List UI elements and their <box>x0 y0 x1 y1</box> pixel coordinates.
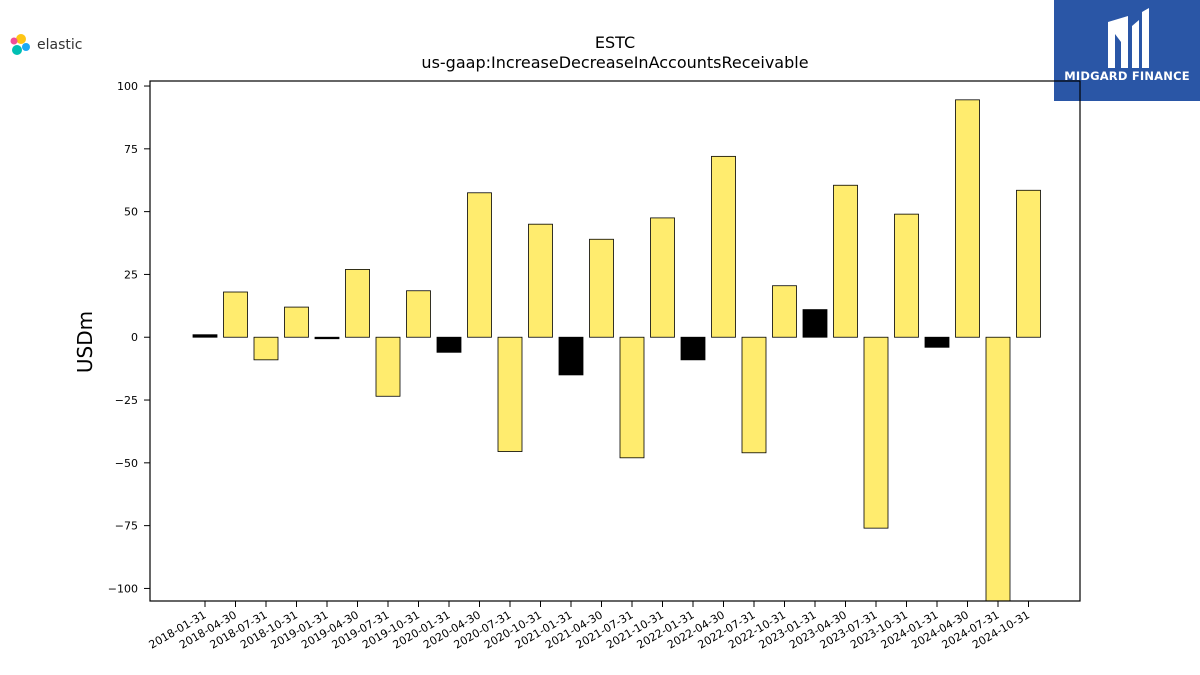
bar-2018-07-31 <box>253 336 279 361</box>
bars-group <box>192 99 1041 602</box>
bar-2021-01-31 <box>558 336 584 376</box>
bar-2022-04-30 <box>711 155 736 338</box>
bar-2024-01-31 <box>924 336 950 348</box>
bar-2020-04-30 <box>467 192 492 338</box>
bar-2021-10-31 <box>650 217 675 338</box>
bar-2022-10-31 <box>772 285 797 338</box>
bar-2022-01-31 <box>680 336 706 361</box>
y-axis-label: USDm <box>73 311 97 373</box>
bar-2018-10-31 <box>284 306 309 338</box>
bar-2019-04-30 <box>345 269 370 338</box>
chart-subtitle: us-gaap:IncreaseDecreaseInAccountsReceiv… <box>421 53 808 72</box>
plot-frame <box>149 80 1081 602</box>
bar-2022-07-31 <box>741 336 767 454</box>
y-tick-label: 25 <box>124 268 138 281</box>
bar-2024-10-31 <box>1016 189 1041 338</box>
midgard-m-icon <box>1108 8 1149 68</box>
bar-2019-07-31 <box>375 336 401 397</box>
bar-2018-04-30 <box>223 291 248 338</box>
y-tick-label: 0 <box>131 331 138 344</box>
y-tick-label: −25 <box>115 394 138 407</box>
elastic-logo-icon <box>10 34 30 55</box>
bar-2018-01-31 <box>192 334 218 338</box>
elastic-logo: elastic <box>8 32 82 58</box>
midgard-finance-text: MIDGARD FINANCE <box>1064 69 1190 83</box>
y-tick-label: 100 <box>117 80 138 93</box>
bar-2021-04-30 <box>589 238 614 338</box>
bar-2023-10-31 <box>894 213 919 338</box>
elastic-logo-text: elastic <box>37 37 83 53</box>
y-tick-label: 50 <box>124 206 138 219</box>
y-tick-label: −100 <box>108 582 138 595</box>
bar-2023-07-31 <box>863 336 889 529</box>
bar-2023-04-30 <box>833 184 858 338</box>
bar-2020-01-31 <box>436 336 462 353</box>
bar-2019-10-31 <box>406 290 431 338</box>
bar-2023-01-31 <box>802 309 828 338</box>
y-axis-ticks: 100 75 50 25 0 −25 −50 −75 −100 <box>108 80 150 595</box>
bar-2019-01-31 <box>314 336 340 340</box>
chart-title: ESTC <box>595 33 635 52</box>
y-tick-label: −75 <box>115 520 138 533</box>
x-axis-ticks: 2018-01-312018-04-302018-07-312018-10-31… <box>147 601 1032 652</box>
bar-2020-10-31 <box>528 223 553 338</box>
y-tick-label: 75 <box>124 143 138 156</box>
bar-2021-07-31 <box>619 336 645 459</box>
y-tick-label: −50 <box>115 457 138 470</box>
bar-2024-07-31 <box>985 336 1011 602</box>
bar-2024-04-30 <box>955 99 980 338</box>
bar-2020-07-31 <box>497 336 523 452</box>
midgard-finance-logo: MIDGARD FINANCE <box>1054 0 1200 101</box>
